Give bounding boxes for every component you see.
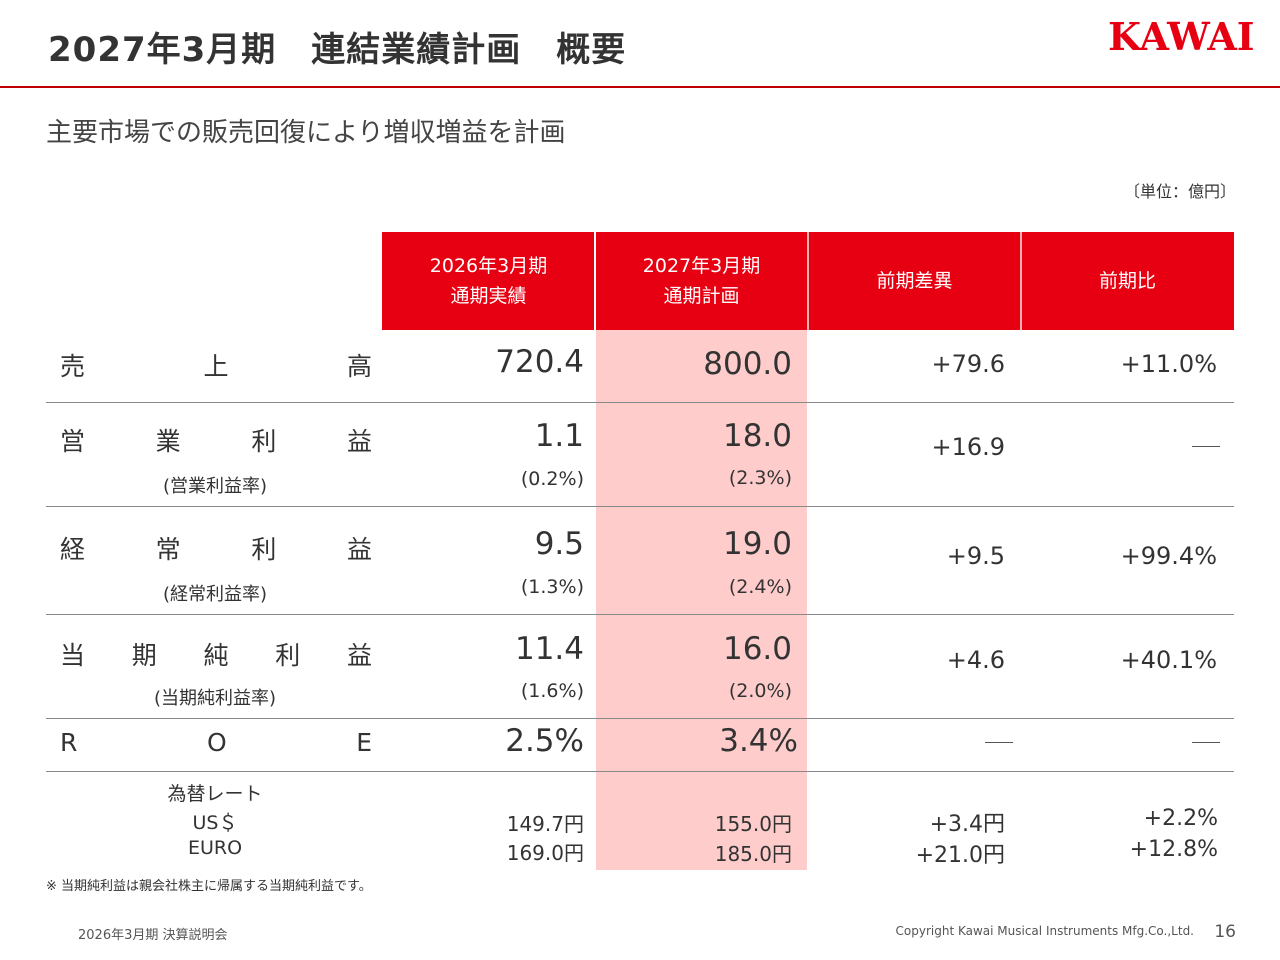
ordinary-plan: 19.0: [722, 526, 792, 562]
label-char: 当: [60, 641, 86, 670]
page-number: 16: [1214, 922, 1236, 942]
roe-difference-dash: [985, 742, 1013, 743]
usd-actual: 149.7円: [506, 812, 584, 836]
ordinary-ratio: +99.4%: [1120, 542, 1217, 570]
label-char: 利: [251, 427, 277, 456]
euro-difference: +21.0円: [915, 843, 1005, 868]
net-plan: 16.0: [722, 631, 792, 667]
label-char: 高: [346, 352, 372, 381]
row-sublabel-operating-margin: (営業利益率): [162, 476, 268, 497]
usd-difference: +3.4円: [929, 812, 1005, 837]
sales-actual: 720.4: [495, 344, 584, 380]
net-actual-margin: (1.6%): [520, 680, 584, 702]
unit-label: 〔単位：億円〕: [1123, 182, 1236, 201]
row-separator: [46, 614, 1234, 615]
euro-plan: 185.0円: [714, 842, 792, 866]
label-char: O: [206, 728, 227, 757]
column-header-line1: 前期比: [1098, 270, 1156, 292]
usd-plan: 155.0円: [714, 812, 792, 836]
fx-rate-heading: 為替レート: [167, 783, 263, 805]
row-label-operating-income: 営 業 利 益: [60, 422, 372, 458]
roe-plan: 3.4%: [719, 723, 798, 759]
fx-label-euro: EURO: [187, 837, 243, 859]
label-char: 益: [346, 641, 372, 670]
label-char: 益: [346, 427, 372, 456]
footer-event-name: 2026年3月期 決算説明会: [78, 928, 228, 943]
label-char: 常: [155, 535, 181, 564]
operating-plan: 18.0: [722, 418, 792, 454]
ordinary-difference: +9.5: [946, 542, 1005, 570]
row-label-ordinary-income: 経 常 利 益: [60, 530, 372, 566]
column-header-line2: 通期計画: [663, 285, 740, 307]
operating-actual-margin: (0.2%): [520, 468, 584, 490]
column-header-fy2026-actual: 2026年3月期 通期実績: [382, 232, 595, 330]
column-header-line1: 2026年3月期: [429, 255, 548, 277]
ordinary-actual-margin: (1.3%): [520, 576, 584, 598]
net-plan-margin: (2.0%): [728, 680, 792, 702]
column-header-line1: 前期差異: [876, 270, 953, 292]
title-divider: [0, 86, 1280, 88]
column-header-yoy-difference: 前期差異: [808, 232, 1021, 330]
ordinary-plan-margin: (2.4%): [728, 576, 792, 598]
row-separator: [46, 771, 1234, 772]
label-char: 営: [60, 427, 86, 456]
page-subtitle: 主要市場での販売回復により増収増益を計画: [46, 118, 566, 148]
sales-plan: 800.0: [703, 346, 792, 382]
row-separator: [46, 506, 1234, 507]
label-char: 利: [275, 641, 301, 670]
label-char: R: [60, 728, 78, 757]
kawai-logo: KAWAI: [1108, 14, 1255, 59]
header-divider: [594, 232, 596, 330]
ordinary-actual: 9.5: [534, 526, 584, 562]
row-sublabel-net-margin: (当期純利益率): [153, 688, 277, 709]
header-divider: [1020, 232, 1022, 330]
label-char: 売: [60, 352, 86, 381]
net-actual: 11.4: [514, 631, 584, 667]
label-char: 上: [203, 352, 229, 381]
column-header-fy2027-plan: 2027年3月期 通期計画: [595, 232, 808, 330]
euro-actual: 169.0円: [506, 841, 584, 865]
roe-ratio-dash: [1192, 742, 1220, 743]
row-label-net-income: 当 期 純 利 益: [60, 636, 372, 672]
column-header-yoy-ratio: 前期比: [1021, 232, 1234, 330]
usd-ratio: +2.2%: [1143, 806, 1218, 831]
net-ratio: +40.1%: [1120, 646, 1217, 674]
column-header-line1: 2027年3月期: [642, 255, 761, 277]
footnote: ※ 当期純利益は親会社株主に帰属する当期純利益です。: [46, 879, 372, 894]
footer-copyright: Copyright Kawai Musical Instruments Mfg.…: [895, 924, 1194, 938]
net-difference: +4.6: [946, 646, 1005, 674]
row-label-roe: R O E: [60, 728, 372, 757]
sales-difference: +79.6: [931, 350, 1005, 378]
sales-ratio: +11.0%: [1120, 350, 1217, 378]
label-char: 利: [251, 535, 277, 564]
page-title: 2027年3月期 連結業績計画 概要: [48, 30, 627, 70]
label-char: 経: [60, 535, 86, 564]
header-divider: [807, 232, 809, 330]
label-char: 純: [203, 641, 229, 670]
row-label-net-sales: 売 上 高: [60, 347, 372, 383]
label-char: 益: [346, 535, 372, 564]
operating-difference: +16.9: [931, 433, 1005, 461]
label-char: E: [356, 728, 372, 757]
label-char: 業: [155, 427, 181, 456]
row-sublabel-ordinary-margin: (経常利益率): [162, 584, 268, 605]
operating-plan-margin: (2.3%): [728, 467, 792, 489]
fx-label-usd: US＄: [192, 812, 238, 834]
row-separator: [46, 402, 1234, 403]
label-char: 期: [131, 641, 157, 670]
operating-actual: 1.1: [534, 418, 584, 454]
plan-column-highlight: [596, 330, 807, 870]
roe-actual: 2.5%: [505, 723, 584, 759]
euro-ratio: +12.8%: [1129, 837, 1218, 862]
row-separator: [46, 718, 1234, 719]
operating-ratio-dash: [1192, 446, 1220, 447]
column-header-line2: 通期実績: [450, 285, 527, 307]
